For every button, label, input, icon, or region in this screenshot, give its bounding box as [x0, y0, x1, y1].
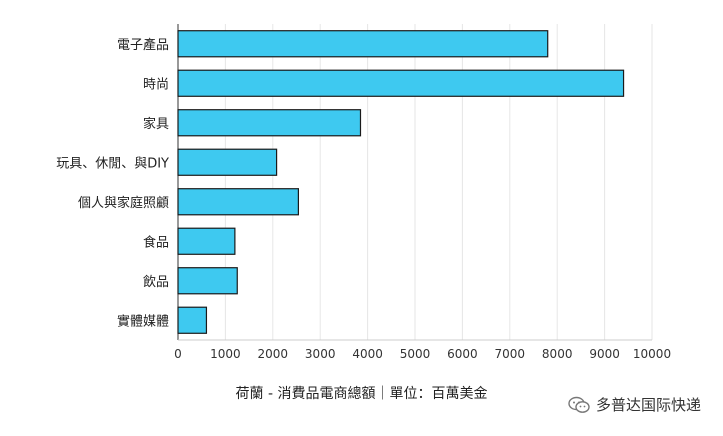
category-label: 食品 — [143, 234, 169, 250]
x-tick-label: 2000 — [258, 347, 289, 361]
category-label: 飲品 — [143, 274, 169, 290]
bar — [177, 267, 238, 295]
wechat-icon — [568, 396, 590, 413]
x-tick-label: 0 — [174, 347, 182, 361]
x-tick-label: 1000 — [210, 347, 241, 361]
x-tick-label: 3000 — [305, 347, 336, 361]
watermark-text: 多普达国际快递 — [595, 396, 701, 414]
x-tick-label: 6000 — [447, 347, 478, 361]
category-label: 電子產品 — [117, 37, 169, 53]
bar — [177, 109, 362, 137]
x-tick-label: 9000 — [589, 347, 620, 361]
x-tick-label: 5000 — [400, 347, 431, 361]
bar — [177, 306, 208, 334]
bar — [177, 69, 625, 97]
x-tick-label: 7000 — [495, 347, 526, 361]
category-label: 家具 — [143, 116, 169, 132]
bar — [177, 148, 278, 176]
category-label: 時尚 — [143, 77, 169, 92]
bar — [177, 227, 236, 255]
category-label: 玩具、休閒、與DIY — [56, 156, 169, 171]
x-tick-label: 10000 — [633, 347, 671, 361]
chart-caption: 荷蘭 - 消費品電商總額｜單位：百萬美金 — [235, 386, 488, 402]
category-label: 實體媒體 — [117, 313, 169, 329]
bar — [177, 188, 299, 216]
watermark: 多普达国际快递 — [568, 394, 701, 415]
x-tick-label: 4000 — [352, 347, 383, 361]
category-label: 個人與家庭照顧 — [78, 195, 169, 211]
bar — [177, 30, 549, 58]
x-tick-label: 8000 — [542, 347, 573, 361]
